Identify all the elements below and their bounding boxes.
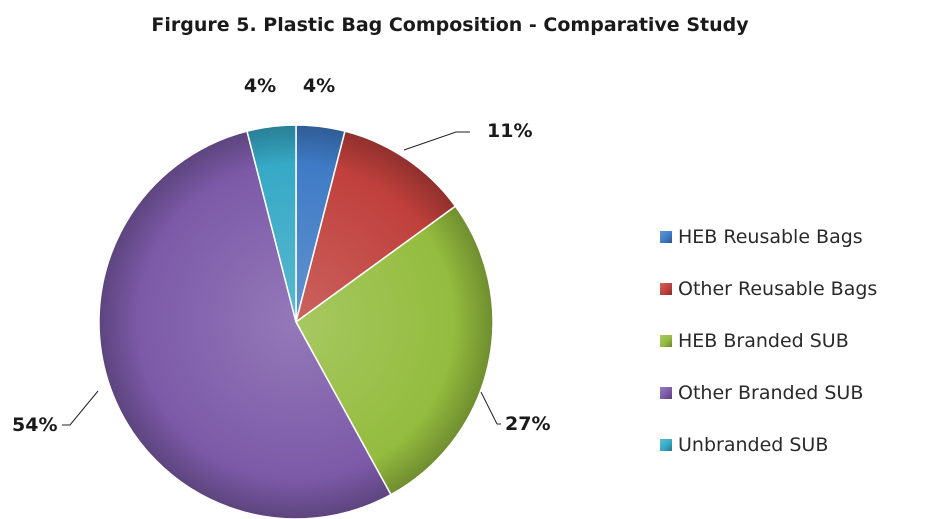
data-label-other-branded-sub: 54%: [12, 414, 57, 436]
legend-swatch: [660, 439, 672, 451]
legend-label: HEB Reusable Bags: [678, 226, 863, 248]
data-label-unbranded-sub: 4%: [244, 75, 276, 97]
legend-label: Other Reusable Bags: [678, 278, 878, 300]
legend-label: Other Branded SUB: [678, 382, 864, 404]
legend-item-other-branded-sub: Other Branded SUB: [660, 367, 877, 419]
legend-swatch: [660, 231, 672, 243]
legend-swatch: [660, 335, 672, 347]
data-label-heb-branded-sub: 27%: [505, 413, 550, 435]
data-label-heb-reusable-bags: 4%: [303, 75, 335, 97]
chart-title: Firgure 5. Plastic Bag Composition - Com…: [151, 14, 749, 36]
legend-swatch: [660, 387, 672, 399]
leader-line-other-branded-sub: [62, 390, 99, 426]
percentage-labels: 4% 11% 27% 54% 4%: [12, 75, 550, 436]
pie-slice-heb-branded-sub: [295, 205, 494, 496]
legend: HEB Reusable Bags Other Reusable Bags HEB …: [660, 211, 877, 471]
legend-item-heb-reusable-bags: HEB Reusable Bags: [660, 211, 877, 263]
legend-item-heb-branded-sub: HEB Branded SUB: [660, 315, 877, 367]
pie-slice-unbranded-sub: [246, 124, 297, 323]
pie-slice-other-reusable-bags: [294, 130, 457, 324]
legend-item-other-reusable-bags: Other Reusable Bags: [660, 263, 877, 315]
legend-swatch: [660, 283, 672, 295]
legend-label: Unbranded SUB: [678, 434, 829, 456]
data-label-other-reusable-bags: 11%: [487, 120, 532, 142]
legend-label: HEB Branded SUB: [678, 330, 849, 352]
leader-line-other-reusable-bags: [403, 131, 470, 151]
legend-item-unbranded-sub: Unbranded SUB: [660, 419, 877, 471]
leader-line-heb-branded-sub: [480, 391, 501, 425]
leader-lines: [62, 131, 501, 426]
pie-slices: [98, 124, 494, 519]
